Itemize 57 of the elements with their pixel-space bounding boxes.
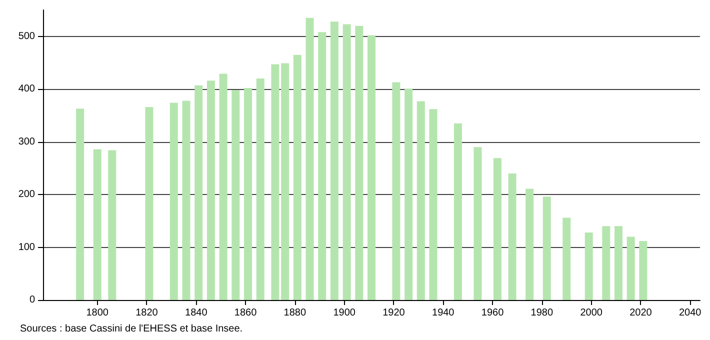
x-tick-label: 1800 xyxy=(86,308,109,318)
x-tick-label: 1940 xyxy=(432,308,455,318)
bar xyxy=(584,232,593,300)
x-tick-label: 1840 xyxy=(185,308,208,318)
bar xyxy=(562,218,571,300)
bar xyxy=(293,54,302,300)
bar xyxy=(256,78,264,300)
bar xyxy=(232,90,240,300)
bar xyxy=(416,101,425,300)
y-tick-label: 0 xyxy=(29,294,36,306)
bar xyxy=(93,149,102,300)
y-tick-label: 100 xyxy=(18,242,36,253)
bar xyxy=(194,85,203,300)
x-tick-label: 2040 xyxy=(678,308,702,318)
y-tick-label: 200 xyxy=(18,189,36,200)
bar xyxy=(614,226,622,300)
bar xyxy=(330,22,338,300)
bar xyxy=(493,158,502,300)
bar xyxy=(342,24,351,300)
bar xyxy=(281,63,290,300)
bar xyxy=(145,107,154,300)
bar xyxy=(508,173,516,300)
bar xyxy=(306,18,314,300)
bar xyxy=(182,100,190,300)
bar xyxy=(404,88,413,300)
bar xyxy=(219,74,228,300)
bar xyxy=(429,109,438,300)
bar xyxy=(542,196,551,300)
source-note: Sources : base Cassini de l'EHESS et base Insee. xyxy=(20,324,243,334)
y-tick-label: 400 xyxy=(18,84,36,95)
x-tick-label: 1820 xyxy=(136,308,158,318)
y-tick-label: 300 xyxy=(18,136,36,148)
bar xyxy=(170,102,178,300)
bar xyxy=(602,226,610,300)
x-tick-label: 1960 xyxy=(481,308,504,318)
x-tick-label: 1980 xyxy=(530,308,554,318)
bar xyxy=(368,35,376,300)
x-tick-label: 2020 xyxy=(630,308,652,318)
x-tick-label: 1860 xyxy=(234,308,258,318)
y-tick-label: 500 xyxy=(18,30,36,42)
bar xyxy=(318,32,326,300)
bar xyxy=(76,108,84,300)
bar xyxy=(626,236,635,300)
x-tick-label: 2000 xyxy=(580,308,603,318)
bar xyxy=(639,240,648,300)
bar xyxy=(206,80,215,300)
bar xyxy=(474,147,482,300)
x-tick-label: 1900 xyxy=(333,308,356,318)
x-tick-label: 1880 xyxy=(284,308,306,318)
bar xyxy=(454,123,462,300)
bar xyxy=(244,88,252,300)
x-tick-label: 1920 xyxy=(382,308,406,318)
bar xyxy=(108,150,116,300)
bar xyxy=(355,26,364,300)
bar xyxy=(526,188,534,300)
bar xyxy=(271,64,280,300)
bar xyxy=(392,82,400,300)
